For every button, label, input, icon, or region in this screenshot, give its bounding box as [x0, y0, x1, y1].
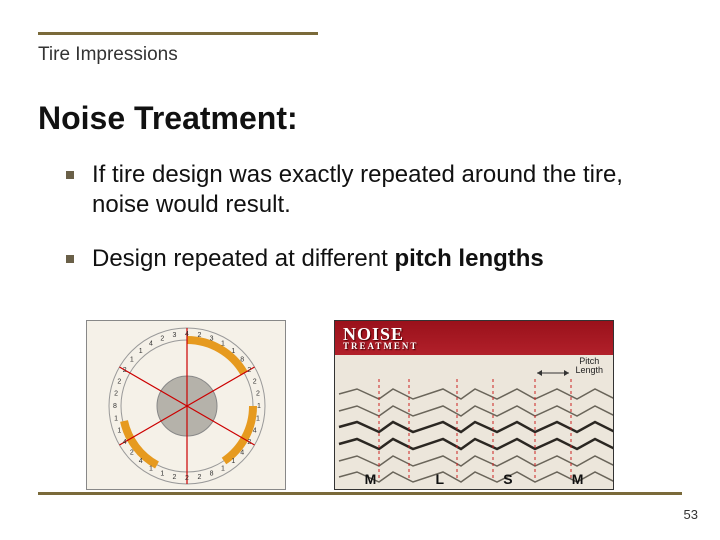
pitch-area: Pitch Length M L S M: [335, 355, 613, 490]
svg-text:4: 4: [149, 341, 153, 348]
svg-text:2: 2: [117, 378, 121, 385]
bullet-icon: [66, 255, 74, 263]
svg-text:1: 1: [160, 471, 164, 478]
bullet-prefix: Design repeated at different: [92, 245, 394, 272]
svg-text:2: 2: [160, 335, 164, 342]
svg-text:1: 1: [221, 341, 225, 348]
bullet-bold: pitch lengths: [394, 245, 543, 272]
wheel-diagram: 423118222114241182221142411822211423: [86, 320, 286, 490]
svg-text:2: 2: [114, 390, 118, 397]
svg-text:1: 1: [231, 458, 235, 465]
svg-text:1: 1: [130, 357, 134, 364]
svg-text:3: 3: [173, 332, 177, 339]
bullet-list: If tire design was exactly repeated arou…: [66, 160, 666, 298]
svg-text:3: 3: [210, 335, 214, 342]
svg-text:4: 4: [253, 428, 257, 435]
svg-text:1: 1: [114, 416, 118, 423]
svg-text:4: 4: [240, 449, 244, 456]
bullet-item: If tire design was exactly repeated arou…: [66, 160, 666, 220]
svg-text:1: 1: [149, 465, 153, 472]
header-title: Tire Impressions: [38, 44, 178, 66]
svg-text:1: 1: [256, 416, 260, 423]
mlsm-letter: M: [365, 471, 377, 487]
header-rule: [38, 32, 318, 35]
svg-text:2: 2: [123, 367, 127, 374]
images-row: 423118222114241182221142411822211423 NOI…: [86, 320, 614, 490]
page-number: 53: [684, 507, 698, 522]
bullet-icon: [66, 171, 74, 179]
mlsm-row: M L S M: [335, 471, 613, 487]
noise-banner-text: NOISE TREATMENT: [343, 326, 418, 350]
svg-text:2: 2: [130, 449, 134, 456]
noise-banner: NOISE TREATMENT: [335, 321, 613, 355]
tread-diagram: NOISE TREATMENT Pitch Length M L S M: [334, 320, 614, 490]
mlsm-letter: M: [572, 471, 584, 487]
svg-text:1: 1: [257, 403, 261, 410]
mlsm-letter: S: [503, 471, 512, 487]
svg-text:8: 8: [113, 403, 117, 410]
mlsm-letter: L: [435, 471, 444, 487]
svg-text:8: 8: [240, 357, 244, 364]
svg-text:1: 1: [231, 348, 235, 355]
bullet-text: If tire design was exactly repeated arou…: [92, 160, 666, 220]
svg-text:4: 4: [139, 458, 143, 465]
svg-text:2: 2: [185, 475, 189, 482]
bullet-item: Design repeated at different pitch lengt…: [66, 244, 666, 274]
svg-text:2: 2: [173, 474, 177, 481]
svg-text:1: 1: [221, 465, 225, 472]
svg-text:2: 2: [198, 474, 202, 481]
footer-rule: [38, 492, 682, 495]
svg-text:2: 2: [198, 332, 202, 339]
svg-text:2: 2: [247, 439, 251, 446]
noise-line2: TREATMENT: [343, 342, 418, 350]
svg-text:2: 2: [256, 390, 260, 397]
slide-title: Noise Treatment:: [38, 100, 298, 137]
svg-text:1: 1: [139, 348, 143, 355]
svg-text:8: 8: [210, 471, 214, 478]
svg-text:2: 2: [253, 378, 257, 385]
svg-text:2: 2: [247, 367, 251, 374]
svg-text:1: 1: [117, 428, 121, 435]
svg-text:4: 4: [185, 331, 189, 338]
bullet-text: Design repeated at different pitch lengt…: [92, 244, 544, 274]
svg-text:4: 4: [123, 439, 127, 446]
wheel-svg: 423118222114241182221142411822211423: [107, 326, 267, 486]
